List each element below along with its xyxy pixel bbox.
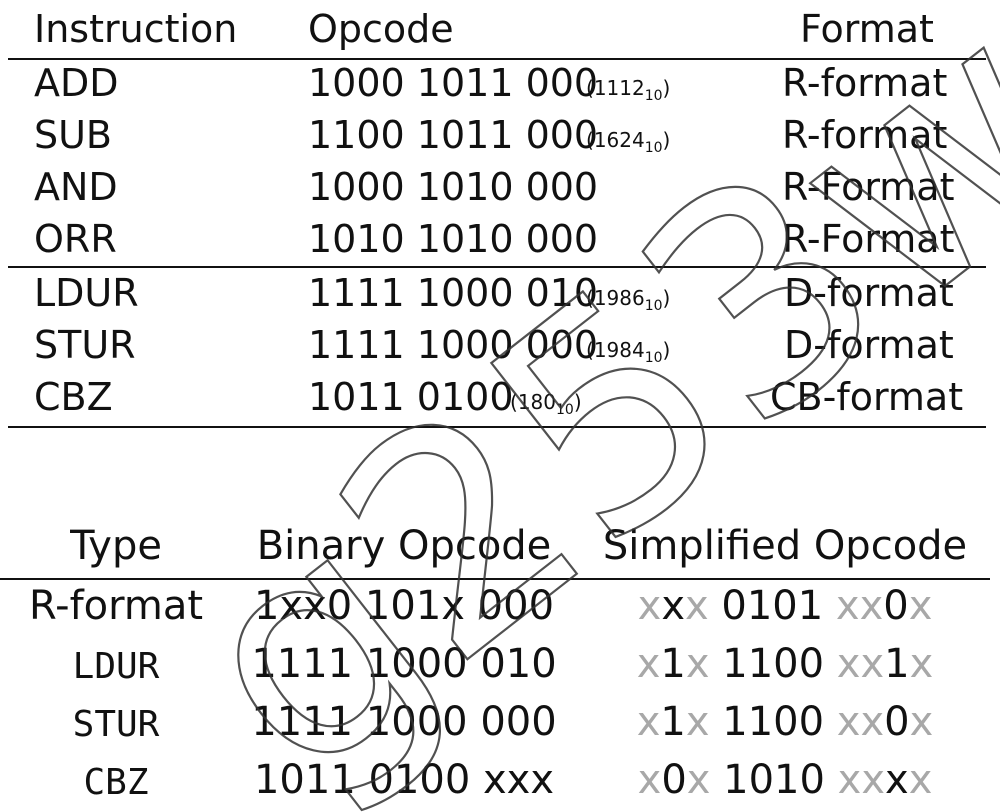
opcode-bits: 1	[884, 641, 910, 687]
dont-care-bit: x	[908, 583, 933, 629]
header-type: Type	[70, 523, 162, 569]
simplified-opcode-r-format: xxx 0101 xx0x	[638, 586, 933, 626]
decimal-note-sub: (162410)	[586, 128, 671, 156]
header-format: Format	[800, 7, 934, 51]
dont-care-bit: xx	[836, 699, 885, 745]
opcode-bits: x	[661, 583, 685, 629]
dont-care-bit: x	[636, 699, 661, 745]
binary-opcode-stur: 1111 1000 000	[251, 699, 557, 745]
opcode-bits: 1010	[710, 757, 838, 803]
dont-care-bit: x	[909, 641, 934, 687]
format-cbz: CB-format	[770, 375, 964, 419]
simplified-opcode-cbz: x0x 1010 xxxx	[638, 760, 933, 800]
header-opcode: Opcode	[308, 7, 454, 51]
dont-care-bit: x	[909, 699, 934, 745]
dont-care-bit: x	[685, 641, 710, 687]
binary-opcode-r-format: 1xx0 101x 000	[253, 583, 555, 629]
binary-opcode-ldur: 1111 1000 010	[251, 641, 557, 687]
table2-header-rule	[0, 578, 990, 580]
format-and: R-Format	[782, 165, 955, 209]
opcode-bits: 1100	[709, 699, 837, 745]
type-cbz: CBZ	[83, 762, 149, 803]
format-orr: R-Format	[782, 217, 955, 261]
simplified-opcode-ldur: x1x 1100 xx1x	[637, 644, 934, 684]
decimal-note-ldur: (198610)	[586, 286, 671, 314]
opcode-add: 1000 1011 000	[308, 61, 599, 105]
opcode-bits: 0	[661, 757, 687, 803]
instruction-add: ADD	[34, 61, 119, 105]
opcode-bits: 0101	[708, 583, 836, 629]
opcode-sub: 1100 1011 000	[308, 113, 599, 157]
decimal-note-cbz: (18010)	[510, 390, 582, 418]
header-simplified-opcode: Simplified Opcode	[602, 523, 968, 569]
dont-care-bit: x	[685, 699, 710, 745]
table1-bottom-rule	[8, 426, 986, 428]
header-instruction: Instruction	[34, 7, 238, 51]
opcode-orr: 1010 1010 000	[308, 217, 599, 261]
opcode-bits: 0	[883, 583, 909, 629]
simplified-opcode-stur: x1x 1100 xx0x	[637, 702, 934, 742]
opcode-and: 1000 1010 000	[308, 165, 599, 209]
binary-opcode-cbz: 1011 0100 xxx	[253, 757, 555, 803]
instruction-and: AND	[34, 165, 118, 209]
dont-care-bit: x	[637, 583, 662, 629]
format-stur: D-format	[784, 323, 954, 367]
header-binary-opcode: Binary Opcode	[256, 523, 552, 569]
table1-header-rule	[8, 58, 986, 60]
opcode-stur: 1111 1000 000	[308, 323, 599, 367]
table1-group-rule	[8, 266, 986, 268]
opcode-cbz: 1011 0100	[308, 375, 514, 419]
type-r-format: R-format	[28, 583, 204, 629]
instruction-cbz: CBZ	[34, 375, 113, 419]
type-stur: STUR	[72, 704, 160, 745]
dont-care-bit: x	[637, 757, 662, 803]
instruction-sub: SUB	[34, 113, 113, 157]
dont-care-bit: xx	[835, 583, 884, 629]
dont-care-bit: x	[686, 757, 711, 803]
format-add: R-format	[782, 61, 948, 105]
opcode-bits: x	[885, 757, 909, 803]
format-sub: R-format	[782, 113, 948, 157]
format-ldur: D-format	[784, 271, 954, 315]
instruction-stur: STUR	[34, 323, 136, 367]
dont-care-bit: xx	[837, 757, 886, 803]
decimal-note-add: (111210)	[586, 76, 671, 104]
opcode-bits: 1	[660, 641, 686, 687]
dont-care-bit: x	[908, 757, 933, 803]
opcode-bits: 0	[884, 699, 910, 745]
decimal-note-stur: (198410)	[586, 338, 671, 366]
dont-care-bit: xx	[836, 641, 885, 687]
opcode-ldur: 1111 1000 010	[308, 271, 599, 315]
dont-care-bit: x	[636, 641, 661, 687]
opcode-bits: 1100	[709, 641, 837, 687]
instruction-orr: ORR	[34, 217, 117, 261]
type-ldur: LDUR	[72, 646, 160, 687]
dont-care-bit: x	[684, 583, 709, 629]
instruction-ldur: LDUR	[34, 271, 139, 315]
opcode-bits: 1	[660, 699, 686, 745]
